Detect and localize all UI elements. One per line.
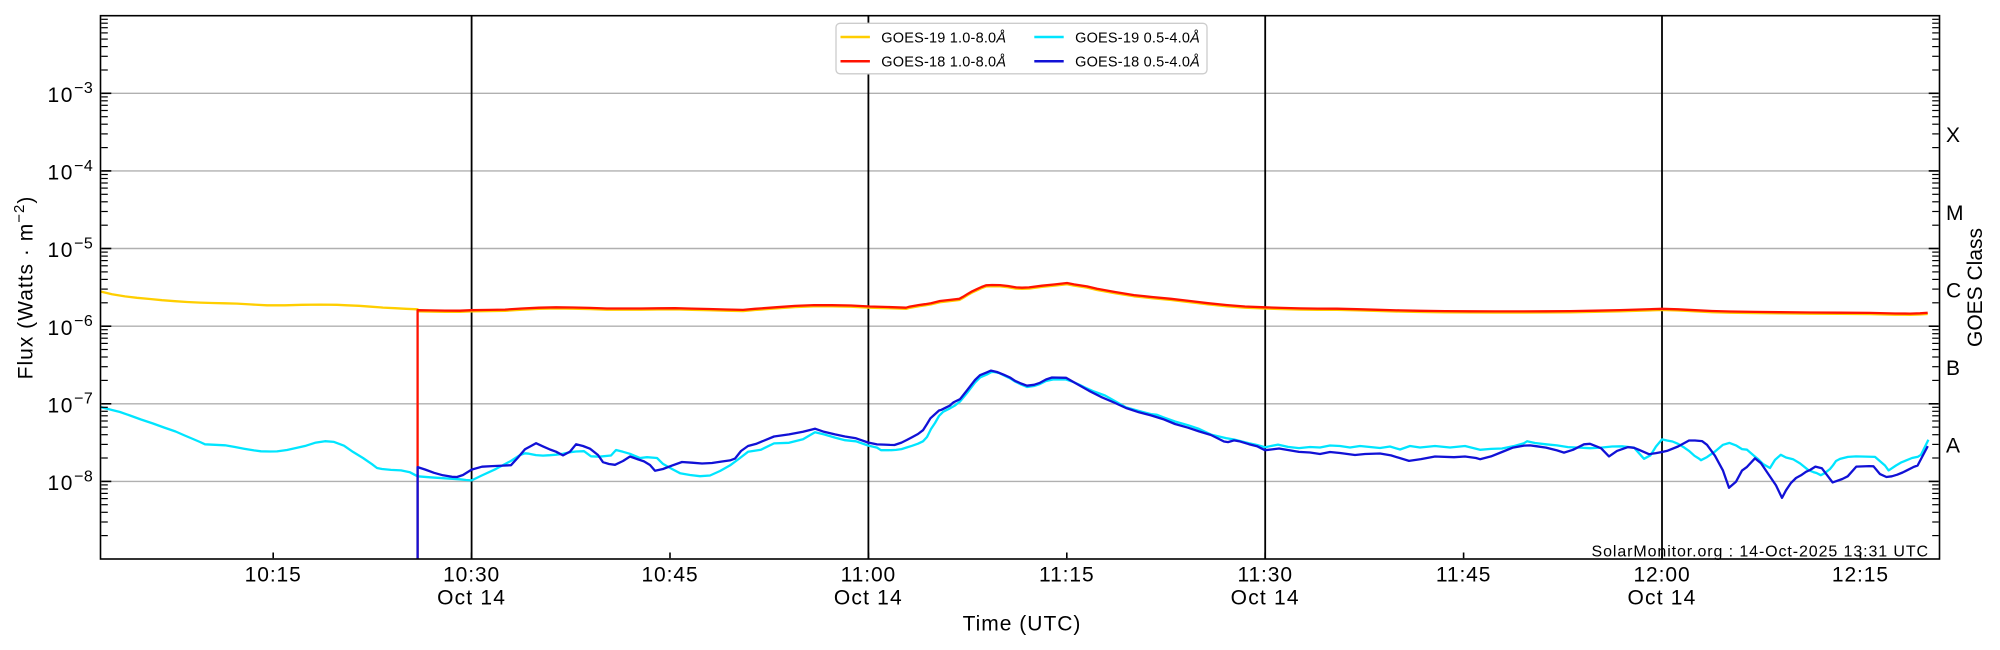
svg-text:Oct 14: Oct 14 [1627,587,1696,610]
svg-text:10−6: 10−6 [48,313,94,340]
svg-text:10−3: 10−3 [48,80,94,107]
svg-text:Oct 14: Oct 14 [1231,587,1300,610]
svg-text:GOES-19 1.0-8.0Å: GOES-19 1.0-8.0Å [881,29,1006,46]
svg-text:12:15: 12:15 [1832,564,1889,587]
svg-text:Oct 14: Oct 14 [834,587,903,610]
svg-text:A: A [1946,435,1960,458]
svg-text:10−4: 10−4 [48,158,94,185]
svg-text:10:15: 10:15 [245,564,302,587]
svg-text:12:00: 12:00 [1633,564,1690,587]
svg-text:11:45: 11:45 [1436,564,1492,587]
svg-text:GOES-18 1.0-8.0Å: GOES-18 1.0-8.0Å [881,54,1006,71]
svg-text:GOES-18 0.5-4.0Å: GOES-18 0.5-4.0Å [1075,54,1200,71]
svg-text:11:30: 11:30 [1237,564,1293,587]
svg-text:GOES-19 0.5-4.0Å: GOES-19 0.5-4.0Å [1075,29,1200,46]
svg-text:11:15: 11:15 [1039,564,1095,587]
svg-text:11:00: 11:00 [841,564,897,587]
svg-text:10:45: 10:45 [641,564,698,587]
svg-text:SolarMonitor.org : 14-Oct-2025: SolarMonitor.org : 14-Oct-2025 13:31 UTC [1592,544,1929,561]
svg-text:Oct 14: Oct 14 [437,587,506,610]
svg-text:B: B [1946,357,1960,380]
svg-text:C: C [1946,279,1961,302]
svg-text:Flux (Watts · m−2): Flux (Watts · m−2) [11,196,38,380]
svg-text:GOES Class: GOES Class [1964,228,1987,347]
svg-text:10:30: 10:30 [443,564,500,587]
svg-text:M: M [1946,202,1964,225]
svg-text:Time (UTC): Time (UTC) [963,613,1082,636]
svg-text:X: X [1946,124,1960,147]
